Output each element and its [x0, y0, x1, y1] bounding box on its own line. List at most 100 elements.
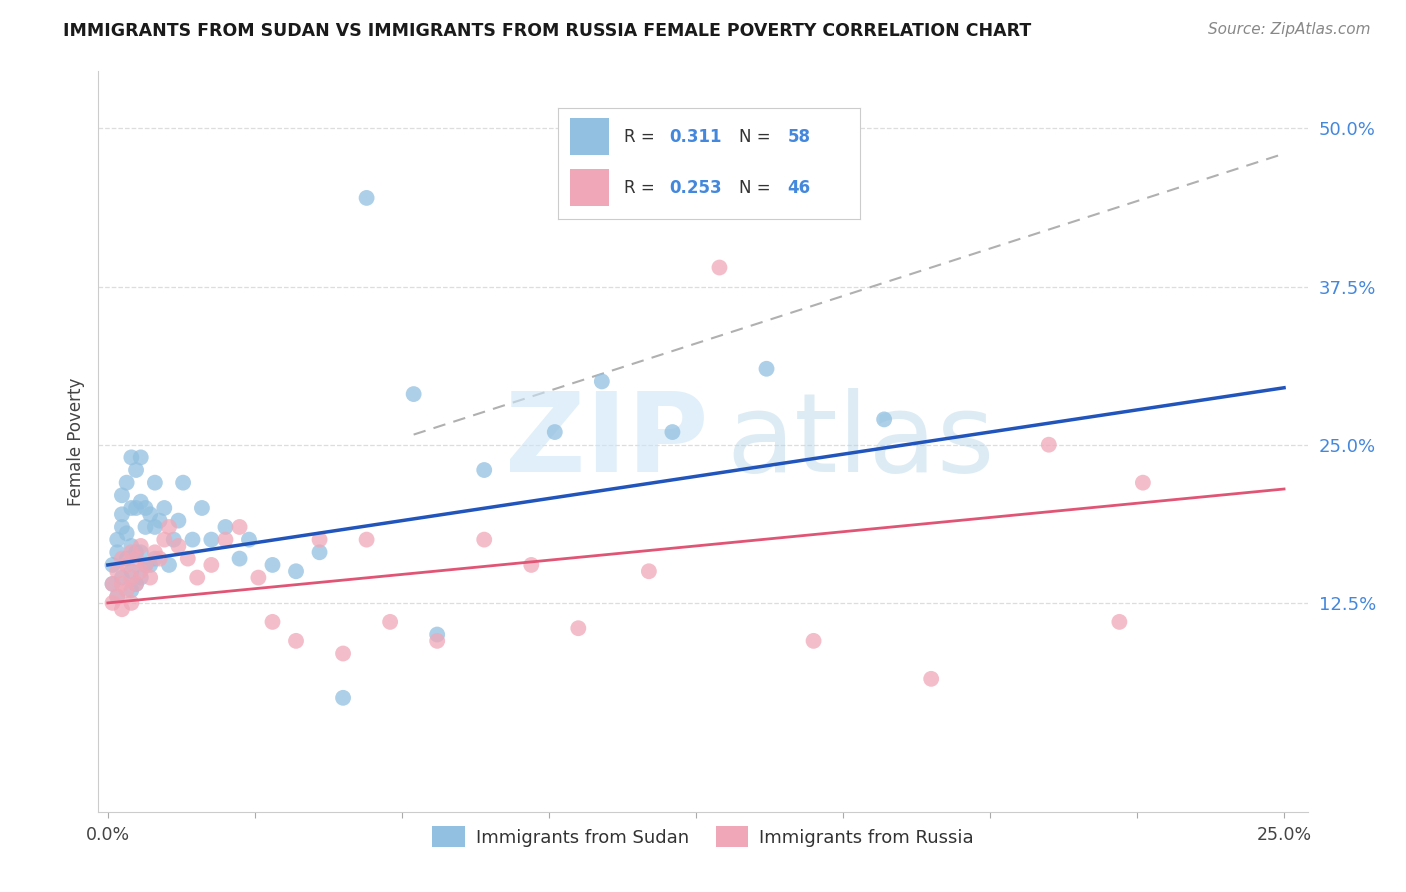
Point	[111, 571, 134, 585]
Point	[153, 533, 176, 547]
Point	[544, 425, 567, 439]
Point	[873, 412, 896, 426]
Point	[125, 577, 148, 591]
Point	[638, 564, 661, 578]
Point	[426, 633, 449, 648]
Point	[139, 508, 162, 522]
Point	[567, 621, 589, 635]
Point	[134, 500, 156, 515]
Point	[661, 425, 683, 439]
Point	[101, 577, 124, 591]
Point	[134, 558, 156, 572]
Text: atlas: atlas	[725, 388, 994, 495]
Point	[129, 571, 152, 585]
Legend: Immigrants from Sudan, Immigrants from Russia: Immigrants from Sudan, Immigrants from R…	[425, 819, 981, 855]
Point	[129, 450, 152, 465]
Point	[115, 558, 138, 572]
Point	[115, 551, 138, 566]
Point	[115, 475, 138, 490]
Point	[308, 533, 330, 547]
Point	[191, 500, 214, 515]
Point	[120, 450, 142, 465]
Point	[111, 577, 134, 591]
Point	[125, 463, 148, 477]
Point	[709, 260, 731, 275]
Point	[426, 627, 449, 641]
Point	[120, 564, 142, 578]
Point	[105, 533, 128, 547]
Point	[105, 564, 128, 578]
Point	[111, 551, 134, 566]
Point	[920, 672, 942, 686]
Point	[125, 551, 148, 566]
Point	[308, 545, 330, 559]
Point	[143, 551, 166, 566]
Point	[149, 551, 172, 566]
Point	[755, 361, 778, 376]
Point	[120, 545, 142, 559]
Point	[163, 533, 186, 547]
Point	[105, 590, 128, 604]
Point	[591, 375, 613, 389]
Point	[101, 596, 124, 610]
Point	[167, 539, 190, 553]
Point	[1108, 615, 1130, 629]
Text: IMMIGRANTS FROM SUDAN VS IMMIGRANTS FROM RUSSIA FEMALE POVERTY CORRELATION CHART: IMMIGRANTS FROM SUDAN VS IMMIGRANTS FROM…	[63, 22, 1032, 40]
Point	[332, 690, 354, 705]
Point	[120, 583, 142, 598]
Point	[120, 571, 142, 585]
Point	[111, 520, 134, 534]
Point	[262, 558, 284, 572]
Y-axis label: Female Poverty: Female Poverty	[66, 377, 84, 506]
Point	[120, 539, 142, 553]
Point	[157, 520, 180, 534]
Point	[1132, 475, 1154, 490]
Point	[105, 545, 128, 559]
Point	[139, 571, 162, 585]
Point	[129, 494, 152, 508]
Point	[247, 571, 270, 585]
Point	[356, 533, 378, 547]
Point	[332, 647, 354, 661]
Point	[101, 577, 124, 591]
Point	[143, 545, 166, 559]
Point	[111, 488, 134, 502]
Point	[285, 564, 308, 578]
Point	[153, 500, 176, 515]
Point	[214, 533, 236, 547]
Point	[157, 558, 180, 572]
Point	[520, 558, 543, 572]
Point	[181, 533, 204, 547]
Point	[167, 514, 190, 528]
Point	[139, 558, 162, 572]
Point	[172, 475, 194, 490]
Text: ZIP: ZIP	[505, 388, 709, 495]
Point	[129, 539, 152, 553]
Point	[214, 520, 236, 534]
Point	[120, 596, 142, 610]
Point	[125, 500, 148, 515]
Point	[129, 545, 152, 559]
Point	[228, 551, 250, 566]
Point	[120, 500, 142, 515]
Point	[111, 602, 134, 616]
Point	[143, 475, 166, 490]
Point	[134, 520, 156, 534]
Point	[129, 564, 152, 578]
Point	[101, 558, 124, 572]
Text: Source: ZipAtlas.com: Source: ZipAtlas.com	[1208, 22, 1371, 37]
Point	[262, 615, 284, 629]
Point	[472, 533, 495, 547]
Point	[238, 533, 260, 547]
Point	[115, 526, 138, 541]
Point	[356, 191, 378, 205]
Point	[115, 583, 138, 598]
Point	[125, 577, 148, 591]
Point	[378, 615, 401, 629]
Point	[125, 545, 148, 559]
Point	[402, 387, 425, 401]
Point	[1038, 438, 1060, 452]
Point	[177, 551, 200, 566]
Point	[111, 508, 134, 522]
Point	[200, 558, 222, 572]
